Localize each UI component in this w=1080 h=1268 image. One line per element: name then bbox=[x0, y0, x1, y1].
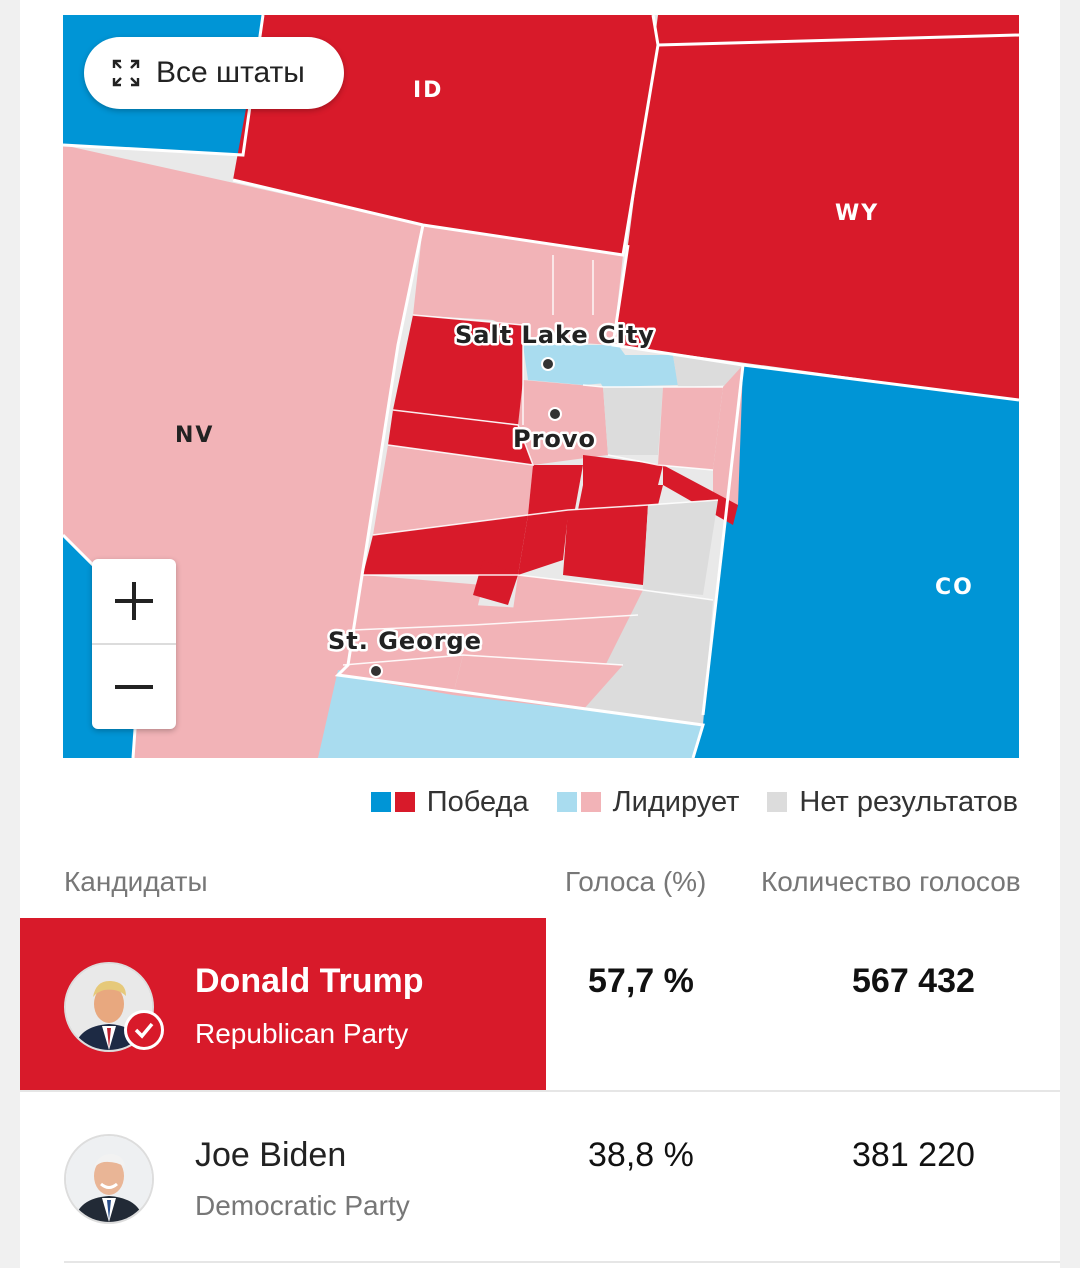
county-summit[interactable] bbox=[583, 355, 678, 387]
city-label-provo: Provo bbox=[513, 425, 596, 453]
map-legend: Победа Лидирует Нет результатов bbox=[370, 782, 1018, 822]
county-garfield[interactable] bbox=[463, 605, 638, 665]
county-wayne[interactable] bbox=[513, 575, 643, 615]
county-results-map[interactable]: ID WY NV CO Salt Lake City Provo St. Geo… bbox=[63, 15, 1019, 758]
county-sanpete[interactable] bbox=[528, 465, 583, 520]
candidate-name: Donald Trump bbox=[195, 962, 424, 1000]
city-label-salt-lake-city: Salt Lake City bbox=[455, 321, 655, 349]
vote-percent: 57,7 % bbox=[588, 962, 694, 1000]
county-iron[interactable] bbox=[343, 625, 473, 665]
county-san-juan[interactable] bbox=[583, 590, 713, 725]
legend-label-lead: Лидирует bbox=[612, 785, 740, 818]
winner-check-icon bbox=[124, 1010, 164, 1050]
county-uintah[interactable] bbox=[713, 365, 743, 505]
city-dot-salt-lake-city bbox=[541, 357, 555, 371]
legend-swatch-lead-rep bbox=[580, 792, 601, 812]
row-divider bbox=[64, 1261, 1060, 1263]
all-states-label: Все штаты bbox=[156, 56, 305, 89]
county-carbon[interactable] bbox=[583, 455, 663, 485]
state-co[interactable] bbox=[693, 365, 1019, 758]
header-candidates: Кандидаты bbox=[64, 866, 208, 897]
all-states-button[interactable]: Все штаты bbox=[84, 37, 344, 109]
candidate-row-biden[interactable]: Joe Biden Democratic Party 38,8 % 381 22… bbox=[20, 1090, 1060, 1264]
plus-icon bbox=[115, 582, 153, 620]
zoom-in-button[interactable] bbox=[92, 559, 176, 643]
expand-icon bbox=[112, 59, 140, 87]
state-label-co: CO bbox=[935, 575, 974, 600]
state-label-id: ID bbox=[413, 78, 443, 103]
county-grand[interactable] bbox=[643, 500, 718, 595]
county-north[interactable] bbox=[413, 225, 623, 345]
county-box-elder-west[interactable] bbox=[393, 315, 523, 425]
legend-swatch-lead-dem bbox=[556, 792, 577, 812]
county-beaver[interactable] bbox=[353, 575, 483, 630]
vote-count: 381 220 bbox=[852, 1136, 975, 1174]
legend-label-win: Победа bbox=[426, 785, 529, 818]
county-grand-strip[interactable] bbox=[663, 465, 738, 525]
legend-label-no-results: Нет результатов bbox=[799, 785, 1018, 818]
county-wasatch[interactable] bbox=[603, 387, 663, 455]
candidate-row-trump[interactable]: Donald Trump Republican Party 57,7 % 567… bbox=[20, 918, 1060, 1090]
legend-swatch-win-dem bbox=[370, 792, 391, 812]
vote-count: 567 432 bbox=[852, 962, 975, 1000]
county-washington[interactable] bbox=[338, 655, 463, 695]
county-tooele-band[interactable] bbox=[388, 410, 533, 465]
state-label-wy: WY bbox=[835, 201, 879, 226]
candidate-party: Republican Party bbox=[195, 1018, 409, 1049]
city-label-st-george: St. George bbox=[328, 627, 482, 655]
county-millard[interactable] bbox=[363, 515, 528, 575]
city-dot-provo bbox=[548, 407, 562, 421]
county-utah[interactable] bbox=[518, 380, 608, 465]
avatar-biden bbox=[64, 1134, 154, 1224]
header-percent: Голоса (%) bbox=[565, 866, 707, 897]
city-dot-st-george bbox=[369, 664, 383, 678]
header-votes: Количество голосов bbox=[761, 866, 1021, 897]
state-wy[interactable] bbox=[613, 15, 1019, 400]
zoom-controls bbox=[92, 559, 176, 729]
county-duchesne[interactable] bbox=[658, 387, 723, 470]
state-label-nv: NV bbox=[175, 423, 214, 448]
candidate-name: Joe Biden bbox=[195, 1136, 347, 1174]
vote-percent: 38,8 % bbox=[588, 1136, 694, 1174]
candidate-party: Democratic Party bbox=[195, 1190, 410, 1221]
legend-swatch-no-results bbox=[767, 792, 788, 812]
county-juab[interactable] bbox=[373, 445, 533, 535]
zoom-divider bbox=[92, 643, 176, 645]
zoom-out-button[interactable] bbox=[92, 645, 176, 729]
state-az[interactable] bbox=[318, 670, 703, 758]
county-emery[interactable] bbox=[563, 505, 648, 585]
county-sevier[interactable] bbox=[518, 515, 568, 575]
minus-icon bbox=[115, 685, 153, 689]
county-emery-north[interactable] bbox=[578, 485, 663, 510]
county-piute[interactable] bbox=[473, 560, 518, 605]
legend-swatch-win-rep bbox=[394, 792, 415, 812]
